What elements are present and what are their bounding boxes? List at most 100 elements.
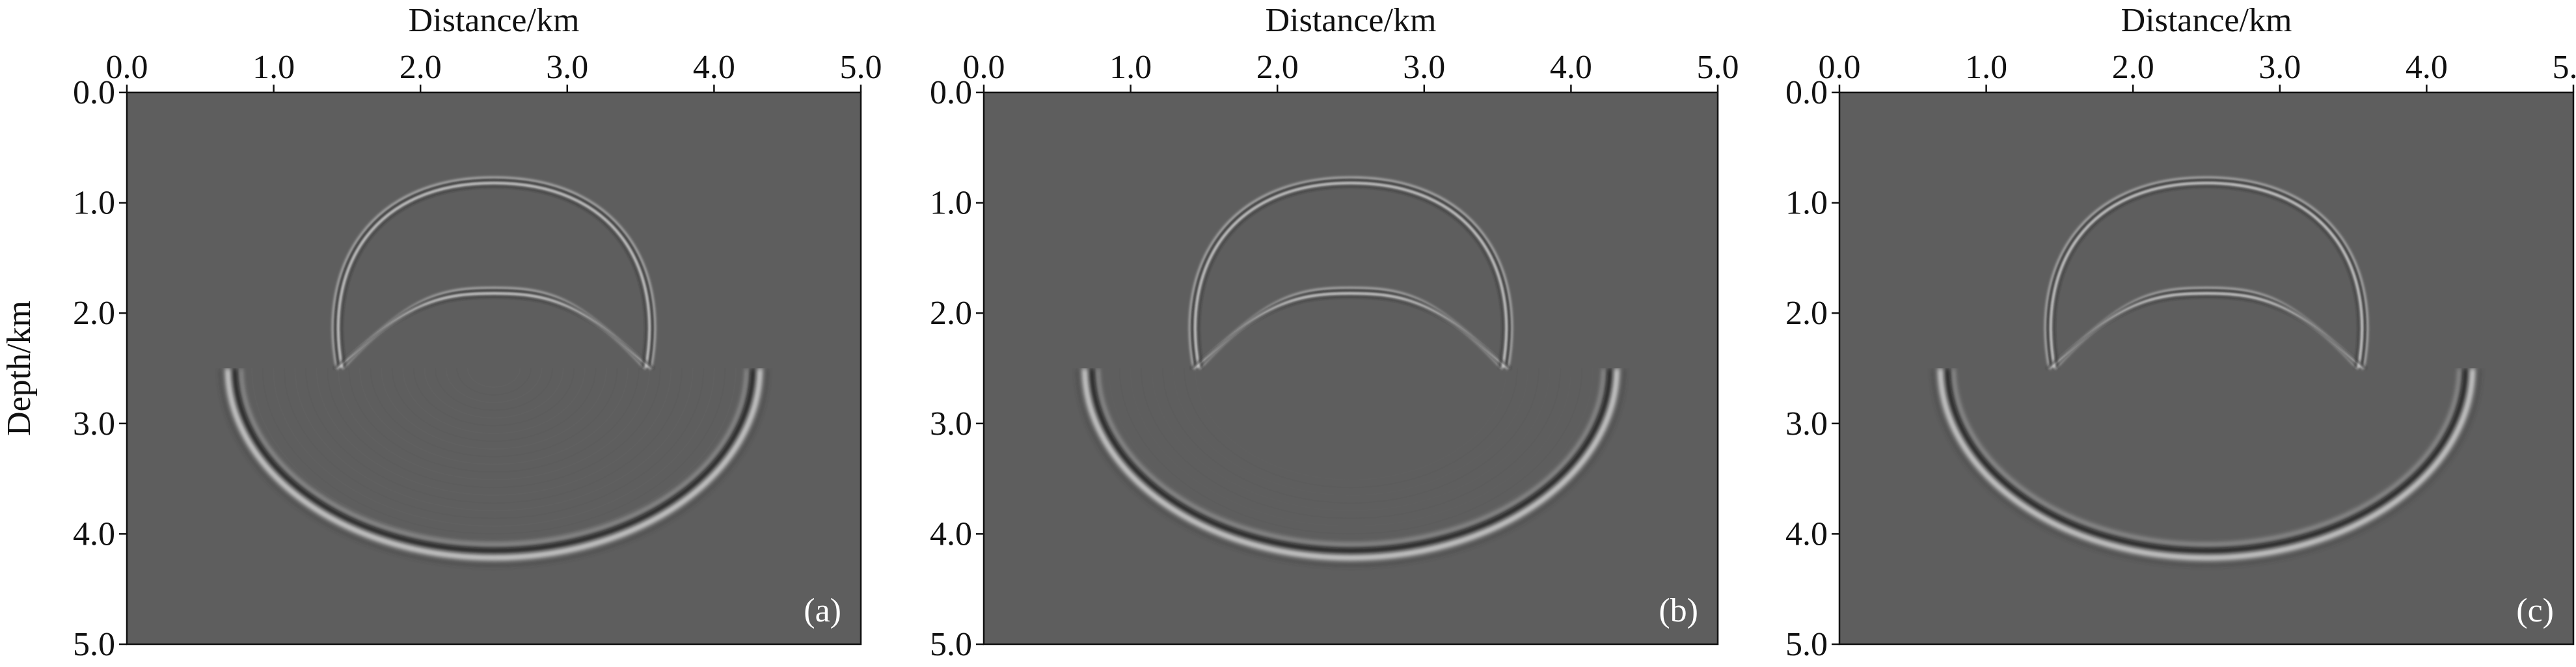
lower-wavefront xyxy=(1088,368,1614,554)
upper-outer-wavefront xyxy=(340,185,648,369)
upper-outer-wavefront xyxy=(337,182,651,369)
lower-wavefront xyxy=(1081,368,1620,561)
ringing-arc xyxy=(1194,368,1508,481)
ringing-arc xyxy=(370,368,618,457)
x-tick-label: 4.0 xyxy=(1550,49,1592,86)
x-tick-label: 1.0 xyxy=(252,49,295,86)
y-tick-label: 1.0 xyxy=(73,185,115,222)
x-tick-label: 3.0 xyxy=(546,49,588,86)
y-tick-label: 0.0 xyxy=(1785,74,1828,111)
upper-outer-wavefront xyxy=(1197,185,1505,369)
x-tick-label: 0.0 xyxy=(963,49,1005,86)
ringing-arc xyxy=(273,368,715,527)
lower-wavefront xyxy=(1077,368,1625,565)
x-tick-label: 2.0 xyxy=(1256,49,1299,86)
upper-outer-wavefront xyxy=(2047,179,2366,369)
upper-inner-wavefront xyxy=(336,292,652,370)
y-tick-label: 2.0 xyxy=(1785,295,1828,332)
ringing-arc xyxy=(316,368,672,496)
x-tick-label: 2.0 xyxy=(2112,49,2154,86)
ringing-arc xyxy=(402,368,586,435)
ringing-arc xyxy=(1162,368,1539,504)
panel-label: (c) xyxy=(2516,592,2554,629)
y-tick-label: 2.0 xyxy=(73,295,115,332)
panel-label: (b) xyxy=(1659,592,1698,629)
panel-label: (a) xyxy=(804,592,841,629)
ringing-arc xyxy=(251,368,737,543)
plot-frame xyxy=(126,91,862,646)
lower-wavefront xyxy=(1944,368,2469,554)
ringing-arc xyxy=(467,368,521,388)
ringing-arc xyxy=(413,368,575,427)
plot-frame xyxy=(983,91,1719,646)
x-tick-label: 1.0 xyxy=(1109,49,1152,86)
ringing-arc xyxy=(348,368,640,473)
y-tick-label: 3.0 xyxy=(1785,405,1828,442)
ringing-arc xyxy=(283,368,705,519)
lower-wavefront xyxy=(238,368,750,547)
ringing-arc xyxy=(337,368,651,481)
panel-b: 0.0 1.0 2.0 3.0 4.0 5.0 0.0 1.0 2.0 3.0 4.0 5.0 Dist… xyxy=(930,2,1739,663)
plot-frame xyxy=(1838,91,2575,646)
upper-outer-wavefront xyxy=(1189,177,1513,369)
upper-outer-wavefront xyxy=(332,177,656,369)
x-tick-label: 3.0 xyxy=(1403,49,1445,86)
ringing-arc xyxy=(456,368,532,396)
y-tick-label: 4.0 xyxy=(73,515,115,552)
y-tick-label: 5.0 xyxy=(930,626,972,663)
y-axis-title: Depth/km xyxy=(1,301,38,436)
upper-outer-wavefront xyxy=(334,179,653,369)
upper-inner-wavefront xyxy=(334,295,654,369)
x-axis-title: Distance/km xyxy=(1266,2,1437,39)
ringing-arc xyxy=(359,368,629,465)
upper-inner-wavefront xyxy=(1191,295,1511,369)
y-tick-label: 2.0 xyxy=(930,295,972,332)
ringing-arc xyxy=(1184,368,1518,489)
upper-inner-wavefront xyxy=(2046,295,2366,369)
ringing-arc xyxy=(381,368,607,450)
ringing-arc xyxy=(1130,368,1572,527)
y-tick-label: 3.0 xyxy=(73,405,115,442)
y-tick-label: 4.0 xyxy=(930,515,972,552)
lower-wavefront xyxy=(220,368,768,565)
y-tick-label: 1.0 xyxy=(930,185,972,222)
y-tick-label: 0.0 xyxy=(73,74,115,111)
x-tick-label: 5.0 xyxy=(840,49,882,86)
upper-outer-wavefront xyxy=(1191,179,1510,369)
y-tick-label: 4.0 xyxy=(1785,515,1828,552)
lower-wavefront xyxy=(1932,368,2480,565)
upper-inner-wavefront xyxy=(2048,292,2365,370)
x-tick-label: 4.0 xyxy=(2406,49,2448,86)
x-tick-label: 1.0 xyxy=(1965,49,2007,86)
lower-wavefront xyxy=(1951,368,2462,547)
x-tick-label: 4.0 xyxy=(693,49,735,86)
x-tick-label: 0.0 xyxy=(1819,49,1861,86)
y-tick-label: 0.0 xyxy=(930,74,972,111)
ringing-arc xyxy=(1173,368,1529,496)
upper-outer-wavefront xyxy=(1194,182,1508,369)
ringing-arc xyxy=(1108,368,1593,543)
y-tick-label: 3.0 xyxy=(930,405,972,442)
lower-wavefront xyxy=(1937,368,2476,561)
ringing-arc xyxy=(1140,368,1562,519)
y-tick-label: 1.0 xyxy=(1785,185,1828,222)
ringing-arc xyxy=(294,368,694,511)
x-axis-title: Distance/km xyxy=(2121,2,2292,39)
lower-wavefront xyxy=(231,368,757,554)
lower-wavefront xyxy=(224,368,763,561)
ringing-arc xyxy=(391,368,597,442)
upper-outer-wavefront xyxy=(2052,185,2361,369)
ringing-arc xyxy=(424,368,564,419)
x-tick-label: 5.0 xyxy=(2553,49,2576,86)
ringing-arc xyxy=(305,368,683,504)
x-tick-label: 0.0 xyxy=(106,49,148,86)
ringing-arc xyxy=(327,368,661,489)
upper-outer-wavefront xyxy=(2050,182,2363,369)
x-tick-label: 3.0 xyxy=(2258,49,2301,86)
upper-outer-wavefront xyxy=(2044,177,2368,369)
y-tick-label: 5.0 xyxy=(73,626,115,663)
upper-inner-wavefront xyxy=(1193,292,1509,370)
lower-wavefront xyxy=(1095,368,1607,547)
ringing-arc xyxy=(435,368,553,411)
